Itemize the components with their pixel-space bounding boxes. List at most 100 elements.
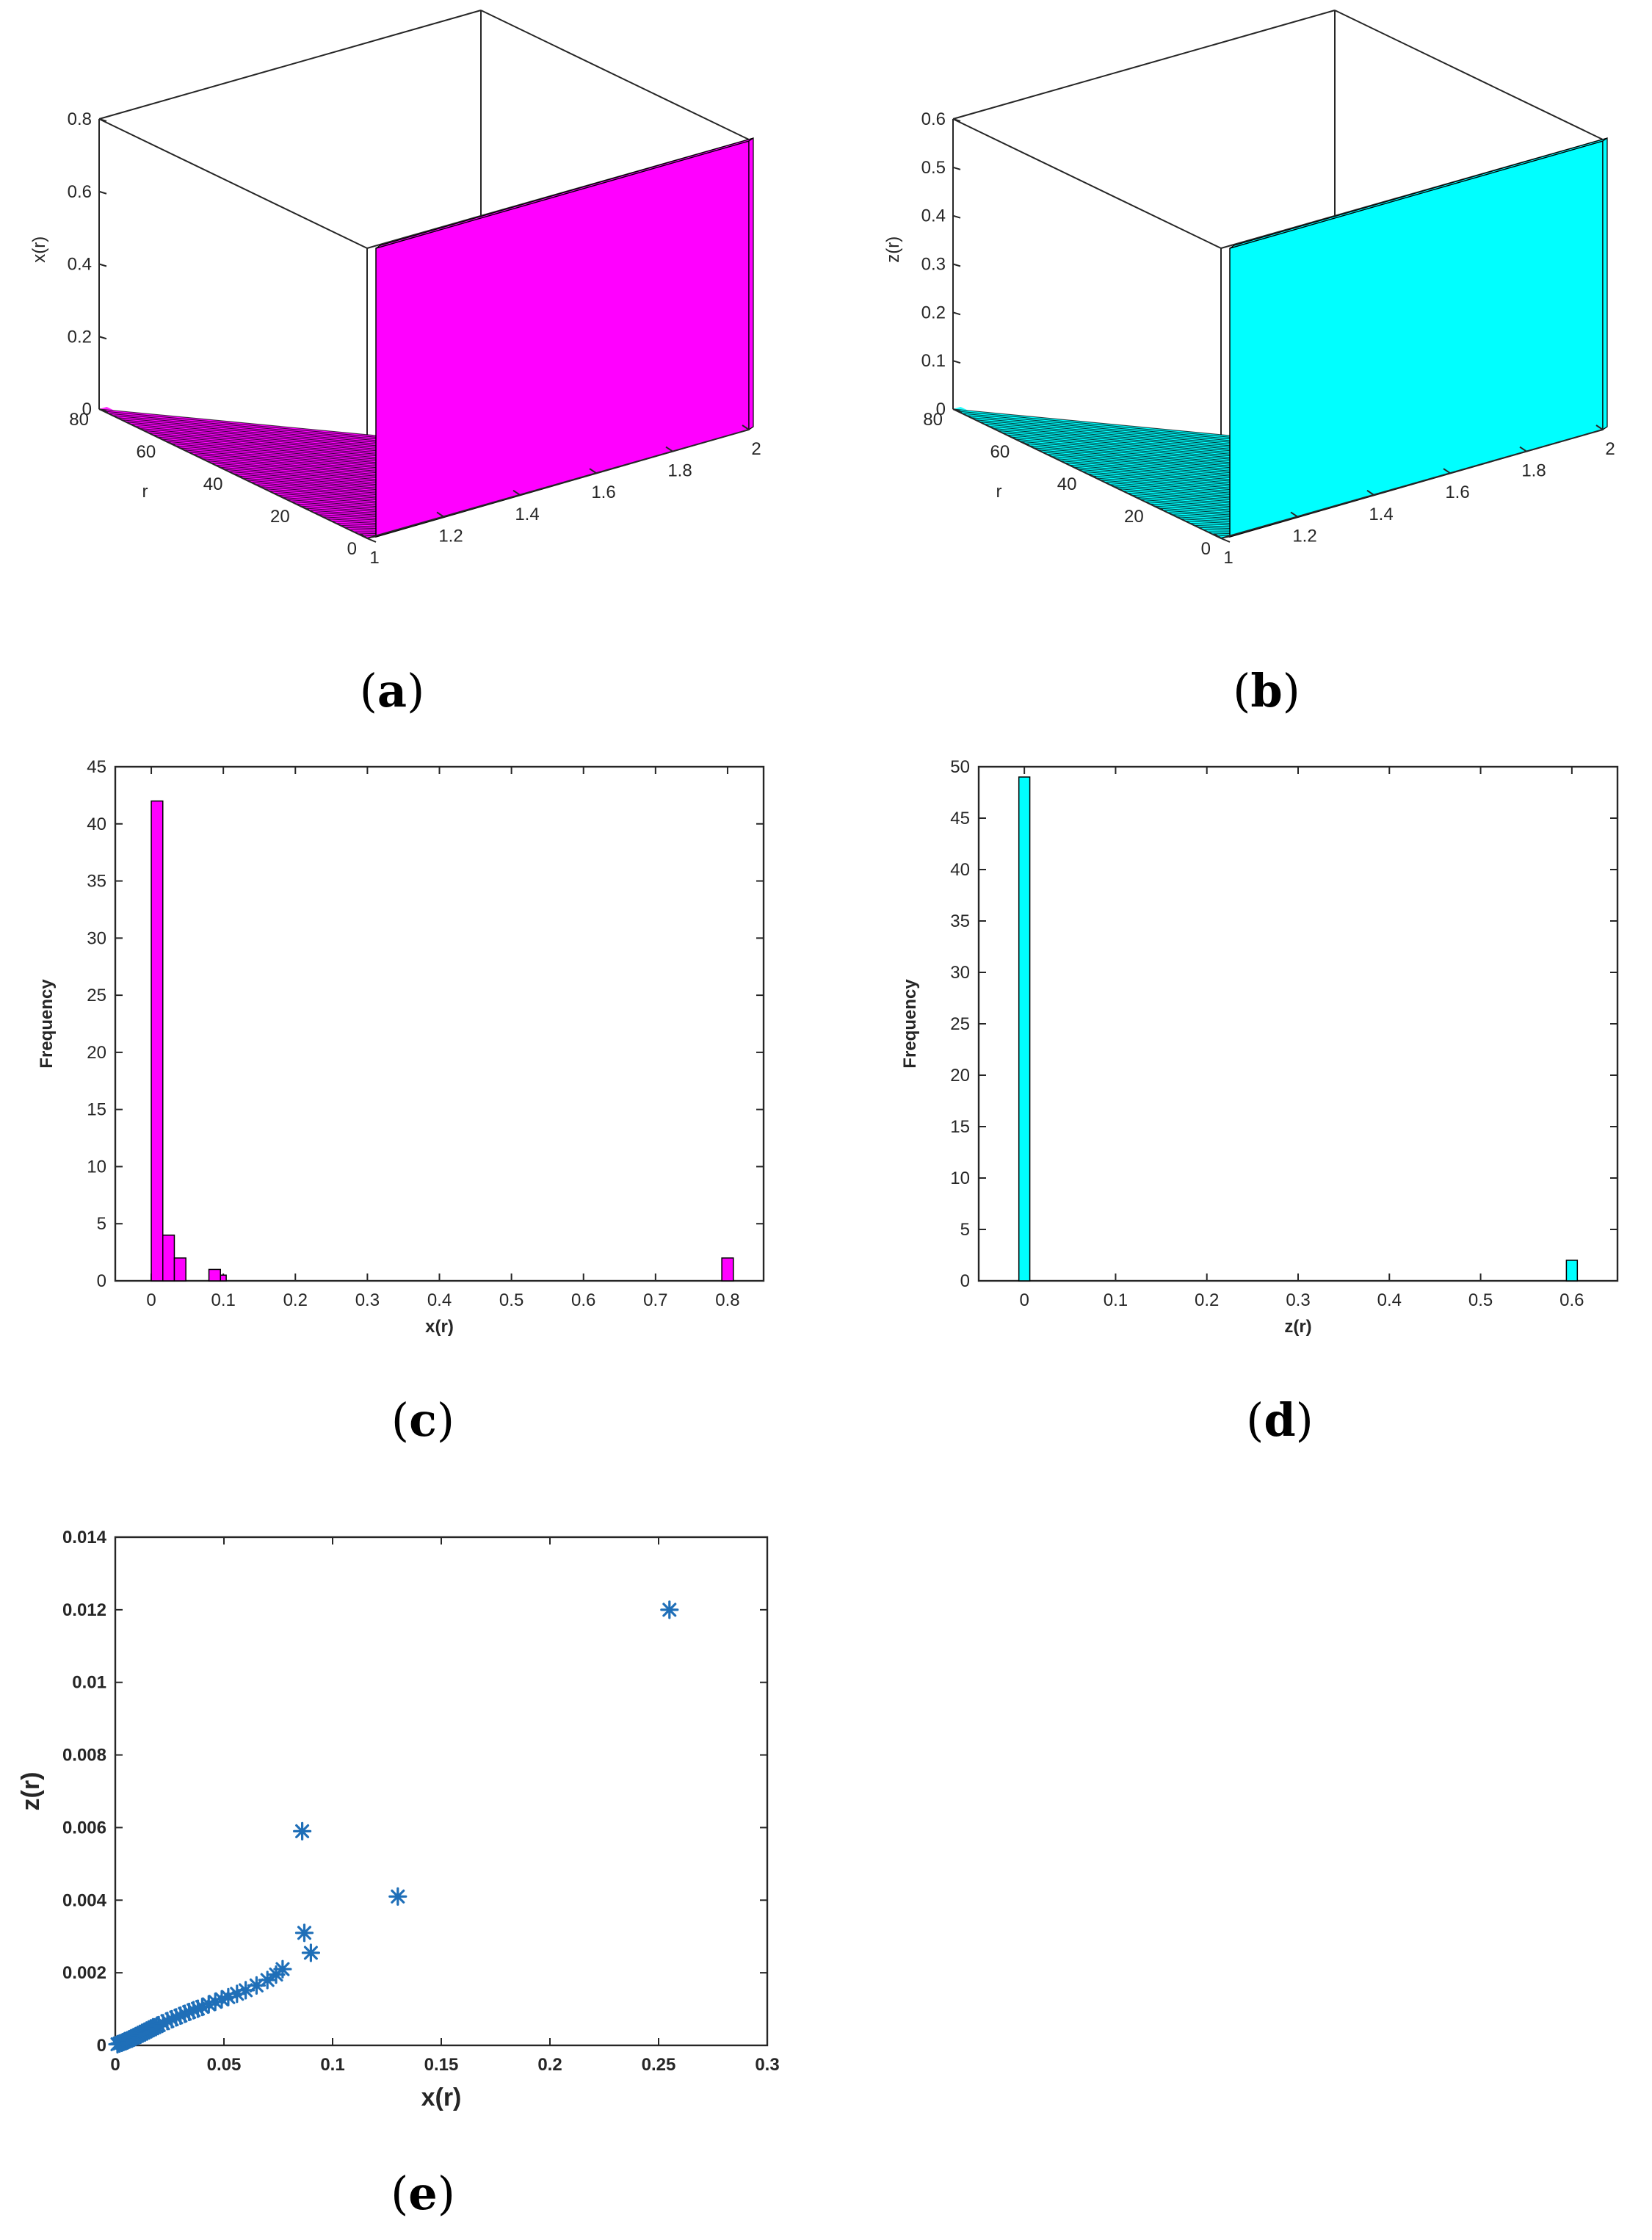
- surface-mesh-line: [1172, 514, 1231, 519]
- surface-mesh-line: [1015, 438, 1231, 460]
- surface-mesh-line: [1185, 520, 1231, 524]
- surface-mesh-line: [1006, 434, 1231, 457]
- z-tick-mark: [952, 214, 961, 219]
- surface-mesh-line: [1059, 460, 1231, 477]
- y-tick-label: 5: [960, 1220, 970, 1240]
- r-tick-mark: [98, 408, 109, 413]
- z-axis-label: z(r): [883, 236, 903, 263]
- scatter-point: [388, 1887, 407, 1906]
- surface-plateau-side: [748, 137, 754, 431]
- x-tick-label: 1.4: [515, 505, 539, 524]
- x-axis-line: [366, 429, 750, 539]
- surface-mesh-line: [148, 432, 377, 455]
- z-tick-label: 0.8: [68, 109, 92, 129]
- x-tick-mark: [1214, 533, 1222, 539]
- histogram-bar: [208, 1268, 221, 1282]
- surface-mesh-line: [237, 475, 377, 488]
- surface-mesh-line: [201, 458, 377, 475]
- surface-mesh-line: [1073, 466, 1231, 482]
- caption-d: (d): [1246, 1393, 1314, 1447]
- x-tick-label: 2: [751, 439, 761, 459]
- surface-mesh-line: [170, 443, 377, 463]
- x-tick-mark: [1366, 489, 1374, 496]
- surface-mesh-line: [1033, 447, 1231, 466]
- surface-mesh-line: [1069, 464, 1231, 480]
- x-tick-label: 0.25: [642, 2055, 676, 2075]
- surface-mesh-line: [997, 430, 1231, 453]
- scatter-point: [660, 1600, 679, 1619]
- x-tick-label: 1: [1223, 548, 1233, 568]
- star-stroke: [295, 1824, 310, 1838]
- x-tick-label: 0.3: [755, 2055, 779, 2075]
- surface-mesh-line: [179, 447, 377, 466]
- surface-mesh-line: [1029, 445, 1231, 465]
- histogram-c: 0 0.1 0.2 0.3 0.4 0.5 0.6 0.7 0.8 0 5 10 15 20 25 30 35 4…: [37, 757, 765, 1337]
- surface-mesh-line: [1167, 512, 1231, 517]
- plot-area: [114, 1536, 769, 2047]
- surface-mesh-line: [1095, 477, 1231, 491]
- x-tick-label: 0.6: [1559, 1290, 1584, 1310]
- surface-mesh-line: [1042, 452, 1231, 470]
- r-tick-mark: [1087, 473, 1096, 478]
- r-tick-label: 0: [347, 539, 357, 559]
- surface-mesh-line: [117, 417, 377, 443]
- surface-mesh-line: [979, 422, 1231, 447]
- histogram-bar: [220, 1274, 227, 1282]
- z-tick-label: 0.4: [921, 206, 946, 226]
- z-tick-label: 0.6: [921, 109, 946, 129]
- y-tick-label: 45: [87, 757, 106, 777]
- y-tick-label: 30: [87, 928, 106, 948]
- star-stroke: [249, 1978, 264, 1992]
- x-tick-mark: [665, 446, 673, 452]
- z-tick-label: 0.2: [68, 327, 92, 347]
- surface-mesh-line: [175, 445, 377, 465]
- surface-mesh-line: [188, 452, 377, 470]
- histogram-bar: [151, 800, 164, 1282]
- x-tick-label: 1.6: [591, 483, 615, 502]
- y-tick-label: 0: [97, 1271, 106, 1291]
- surface-mesh-line: [1181, 519, 1231, 522]
- y-tick-label: 0.01: [72, 1673, 106, 1693]
- x-tick-label: 0.15: [424, 2055, 459, 2075]
- y-axis-label: Frequency: [900, 979, 920, 1069]
- surface-mesh-line: [121, 419, 377, 445]
- z-tick-mark: [952, 263, 961, 267]
- x-tick-mark: [742, 424, 750, 430]
- surface-mesh-line: [975, 419, 1231, 445]
- y-axis-label: Frequency: [37, 979, 57, 1069]
- surface-mesh-line: [192, 454, 377, 472]
- x-tick-label: 0.1: [320, 2055, 344, 2075]
- surface-mesh-line: [1118, 488, 1231, 499]
- surface-mesh-line: [206, 460, 377, 477]
- surface-mesh-line: [318, 514, 377, 519]
- surface-mesh-line: [327, 519, 377, 522]
- r-tick-mark: [300, 505, 310, 510]
- y-tick-label: 0: [960, 1271, 970, 1291]
- surface-mesh-line: [1100, 480, 1231, 492]
- r-tick-label: 20: [1124, 507, 1144, 527]
- caption-c: (c): [391, 1393, 454, 1447]
- x-tick-label: 0: [110, 2055, 120, 2075]
- surface-mesh-line: [273, 492, 377, 502]
- surface-mesh-line: [304, 507, 377, 514]
- surface-mesh-line: [250, 482, 377, 494]
- box-edge-top-back: [952, 10, 1336, 120]
- x-tick-label: 0.2: [537, 2055, 562, 2075]
- x-tick-label: 0.2: [283, 1290, 308, 1310]
- x-tick-label: 0.1: [211, 1290, 235, 1310]
- y-tick-label: 50: [950, 757, 970, 777]
- surface-mesh-line: [1051, 455, 1231, 474]
- r-tick-mark: [1220, 538, 1231, 543]
- surface-mesh-line: [1011, 436, 1231, 458]
- z-tick-label: 0: [82, 400, 92, 419]
- surface-mesh-line: [162, 438, 377, 460]
- scatter-point: [294, 1923, 314, 1943]
- histogram-bar: [721, 1257, 734, 1282]
- r-tick-label: 80: [923, 410, 943, 430]
- surface-mesh-line: [340, 524, 377, 527]
- surface-mesh-line: [344, 527, 377, 530]
- z-tick-mark: [98, 190, 107, 195]
- surface-plot-b: 0 0.1 0.2 0.3 0.4 0.5 0.6 0 20 40 60 80 1 1.2 1.4 1.6 1.…: [883, 10, 1615, 568]
- r-tick-mark: [165, 441, 175, 446]
